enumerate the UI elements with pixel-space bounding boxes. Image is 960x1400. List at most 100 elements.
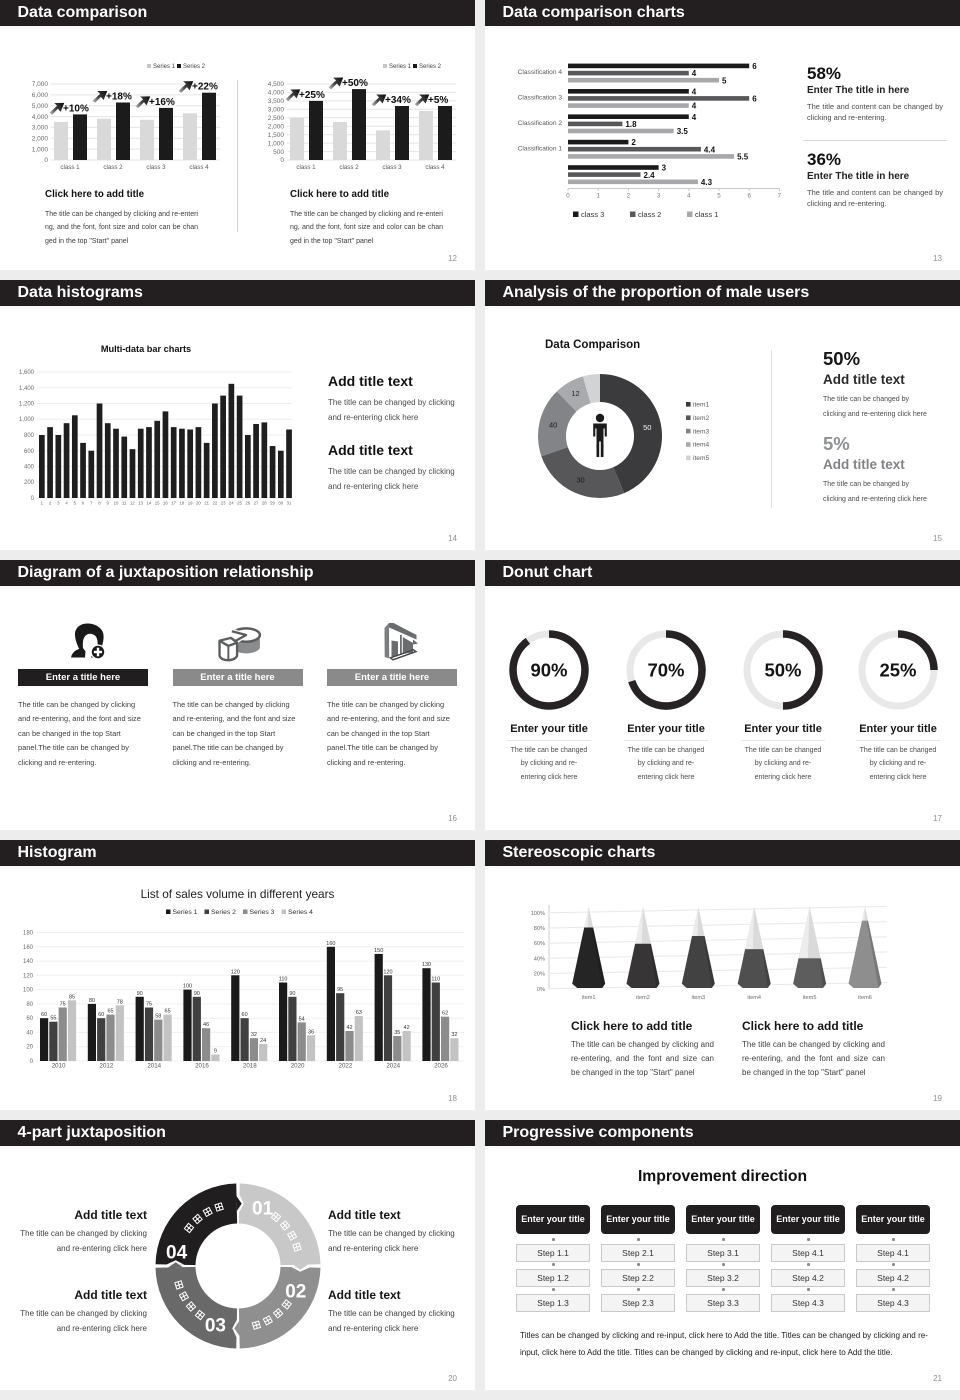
- svg-text:1,000: 1,000: [268, 140, 285, 147]
- svg-text:Series 2: Series 2: [211, 909, 236, 916]
- svg-text:Series 4: Series 4: [288, 909, 313, 916]
- svg-text:2: 2: [49, 501, 52, 506]
- svg-text:class 1: class 1: [296, 164, 316, 171]
- svg-text:item1: item1: [693, 402, 709, 409]
- svg-text:2.4: 2.4: [644, 171, 656, 180]
- svg-text:1.8: 1.8: [625, 120, 637, 129]
- svg-text:Series 2: Series 2: [419, 64, 442, 70]
- svg-text:55: 55: [50, 1016, 56, 1022]
- svg-text:5: 5: [717, 193, 721, 200]
- svg-text:6: 6: [747, 193, 751, 200]
- svg-text:item4: item4: [747, 995, 761, 1001]
- svg-text:1: 1: [41, 501, 44, 506]
- svg-text:23: 23: [221, 501, 226, 506]
- svg-text:60: 60: [26, 1016, 33, 1022]
- svg-text:2,000: 2,000: [268, 123, 285, 130]
- svg-text:Classification 1: Classification 1: [518, 145, 563, 152]
- svg-text:18: 18: [179, 501, 184, 506]
- svg-text:63: 63: [356, 1010, 362, 1016]
- svg-text:95: 95: [337, 987, 343, 993]
- svg-text:16: 16: [163, 501, 168, 506]
- svg-text:25%: 25%: [879, 660, 916, 681]
- svg-text:5,000: 5,000: [32, 103, 49, 110]
- svg-text:35: 35: [394, 1030, 400, 1036]
- svg-text:Series 3: Series 3: [250, 909, 275, 916]
- svg-text:class 1: class 1: [60, 164, 80, 171]
- svg-text:7: 7: [90, 501, 93, 506]
- svg-text:2,000: 2,000: [32, 136, 49, 143]
- svg-text:item5: item5: [693, 455, 709, 462]
- svg-text:class 3: class 3: [146, 164, 166, 171]
- svg-text:50: 50: [643, 423, 651, 432]
- svg-text:22: 22: [212, 501, 217, 506]
- svg-text:110: 110: [279, 977, 288, 983]
- svg-text:02: 02: [285, 1282, 306, 1303]
- svg-text:2014: 2014: [147, 1063, 161, 1070]
- svg-text:20: 20: [26, 1045, 33, 1051]
- svg-text:4,500: 4,500: [268, 81, 285, 88]
- svg-text:21: 21: [204, 501, 209, 506]
- svg-text:7,000: 7,000: [32, 81, 49, 88]
- svg-text:17: 17: [171, 501, 176, 506]
- svg-text:26: 26: [245, 501, 250, 506]
- svg-text:1,400: 1,400: [19, 386, 35, 392]
- svg-text:2020: 2020: [291, 1063, 305, 1070]
- svg-text:2024: 2024: [386, 1063, 400, 1070]
- svg-text:Series 2: Series 2: [183, 64, 206, 70]
- svg-text:2022: 2022: [339, 1063, 353, 1070]
- svg-text:27: 27: [254, 501, 259, 506]
- svg-text:100: 100: [183, 984, 192, 990]
- svg-text:36: 36: [308, 1029, 314, 1035]
- svg-text:04: 04: [166, 1242, 188, 1263]
- svg-text:12: 12: [571, 389, 579, 398]
- svg-text:24: 24: [229, 501, 234, 506]
- svg-text:60: 60: [41, 1012, 47, 1018]
- svg-text:class 4: class 4: [189, 164, 209, 171]
- svg-text:60%: 60%: [534, 941, 545, 947]
- svg-text:03: 03: [205, 1315, 226, 1336]
- svg-text:3: 3: [57, 501, 60, 506]
- svg-text:4: 4: [692, 102, 697, 111]
- svg-text:3: 3: [662, 164, 667, 173]
- svg-text:item1: item1: [582, 995, 596, 1001]
- svg-text:400: 400: [24, 465, 35, 471]
- svg-text:1,600: 1,600: [19, 370, 35, 376]
- svg-text:60: 60: [98, 1012, 104, 1018]
- svg-text:75: 75: [60, 1002, 66, 1008]
- svg-text:20%: 20%: [534, 972, 545, 978]
- svg-text:14: 14: [147, 501, 152, 506]
- svg-text:+22%: +22%: [192, 82, 218, 93]
- svg-text:+50%: +50%: [342, 78, 368, 89]
- svg-text:class 1: class 1: [695, 210, 718, 219]
- svg-text:0: 0: [566, 193, 570, 200]
- svg-text:160: 160: [23, 945, 34, 951]
- svg-text:62: 62: [442, 1011, 448, 1017]
- svg-text:32: 32: [451, 1032, 457, 1038]
- svg-text:12: 12: [130, 501, 135, 506]
- svg-text:Classification 3: Classification 3: [518, 95, 563, 102]
- svg-text:4: 4: [692, 87, 697, 96]
- svg-text:9: 9: [214, 1049, 217, 1055]
- svg-text:28: 28: [262, 501, 267, 506]
- svg-text:4: 4: [65, 501, 68, 506]
- svg-text:item2: item2: [693, 415, 709, 422]
- svg-text:0: 0: [30, 1059, 34, 1065]
- svg-text:8: 8: [98, 501, 101, 506]
- svg-text:class 3: class 3: [382, 164, 402, 171]
- svg-text:item2: item2: [636, 995, 650, 1001]
- svg-text:70%: 70%: [647, 660, 684, 681]
- svg-text:100: 100: [23, 988, 34, 994]
- svg-text:10: 10: [114, 501, 119, 506]
- svg-text:58: 58: [155, 1014, 161, 1020]
- svg-text:75: 75: [146, 1002, 152, 1008]
- svg-text:Classification 2: Classification 2: [518, 120, 563, 127]
- svg-text:200: 200: [24, 480, 35, 486]
- svg-text:160: 160: [326, 941, 335, 947]
- svg-text:+5%: +5%: [428, 95, 448, 106]
- svg-text:110: 110: [431, 977, 440, 983]
- svg-text:class 2: class 2: [103, 164, 123, 171]
- svg-text:4: 4: [692, 69, 697, 78]
- svg-text:1,200: 1,200: [19, 402, 35, 408]
- svg-text:0: 0: [31, 496, 35, 502]
- svg-text:50%: 50%: [764, 660, 801, 681]
